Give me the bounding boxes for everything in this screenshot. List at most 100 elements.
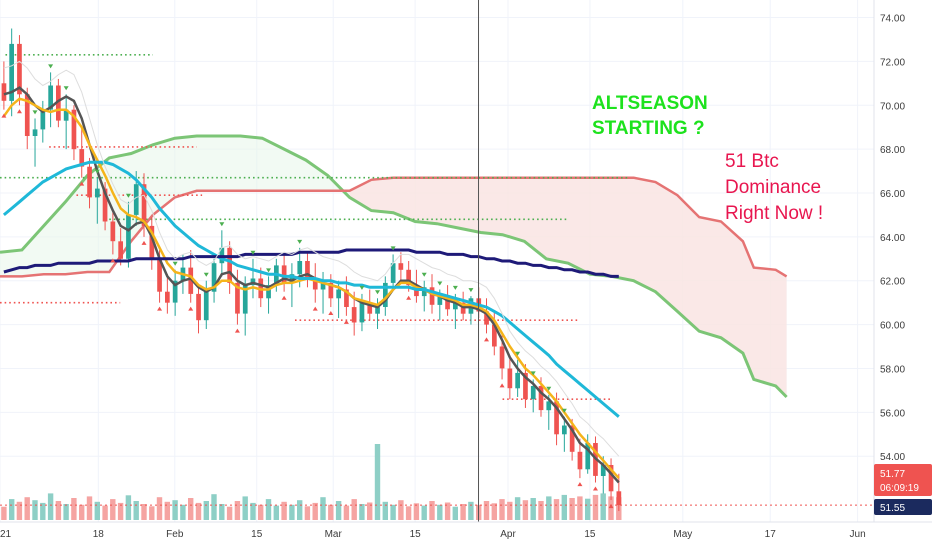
- volume-bar: [226, 506, 233, 520]
- line-ma-navy: [3, 248, 619, 278]
- x-tick-label: 15: [251, 529, 263, 540]
- candle-body: [126, 214, 131, 259]
- line-envelope: [3, 60, 620, 457]
- td-marker: [577, 482, 583, 487]
- volume-bar: [250, 502, 256, 520]
- candle-body: [281, 265, 287, 283]
- volume-bar: [297, 500, 303, 520]
- volume-bar: [211, 494, 217, 520]
- td-marker: [530, 371, 536, 376]
- volume-bar: [546, 496, 552, 520]
- volume-bar: [530, 498, 536, 520]
- candle-body: [297, 261, 303, 275]
- td-marker: [157, 306, 163, 311]
- candle-body: [569, 425, 575, 452]
- volume-bar: [117, 502, 124, 520]
- x-axis[interactable]: 2021 18 Feb 15 Mar 15 Apr 15 May 17 Jun: [0, 521, 932, 550]
- volume-bar: [608, 496, 614, 520]
- volume-bar: [452, 506, 458, 520]
- td-marker: [328, 311, 334, 316]
- volume-bar: [289, 504, 295, 520]
- candle-body: [546, 401, 552, 411]
- volume-bar: [86, 496, 93, 520]
- volume-bar: [32, 500, 38, 520]
- x-tick-label: May: [673, 529, 692, 540]
- td-marker: [452, 285, 458, 290]
- candle-body: [351, 307, 357, 323]
- volume-bar: [553, 499, 560, 520]
- td-marker: [234, 328, 240, 333]
- td-marker: [250, 250, 256, 255]
- y-tick-label: 64.00: [880, 233, 905, 244]
- x-tick-label: Feb: [166, 529, 184, 540]
- volume-bar: [413, 503, 420, 520]
- td-marker: [266, 268, 272, 273]
- candle-body: [79, 149, 85, 167]
- td-marker: [515, 351, 521, 356]
- line-ema-orange: [2, 97, 620, 479]
- td-marker: [172, 261, 178, 266]
- volume-bars: [1, 444, 622, 520]
- volume-bar: [24, 497, 30, 520]
- volume-bar: [522, 500, 529, 520]
- volume-bar: [304, 506, 311, 520]
- volume-bar: [335, 501, 342, 520]
- candle-body: [17, 43, 22, 95]
- candle-body: [429, 287, 435, 305]
- volume-bar: [328, 504, 334, 520]
- volume-bar: [390, 504, 396, 520]
- volume-bar: [514, 497, 521, 520]
- td-marker: [141, 240, 147, 245]
- volume-bar: [203, 501, 209, 520]
- volume-bar: [125, 495, 132, 520]
- y-tick-label: 54.00: [880, 452, 905, 463]
- cloud-fill-bear: [349, 177, 787, 397]
- candle-body: [235, 282, 240, 314]
- volume-bar: [156, 497, 163, 520]
- td-marker: [63, 86, 69, 91]
- annotation-red-line-1: 51 Btc: [725, 151, 779, 172]
- candle-body: [71, 109, 77, 150]
- candle-body: [242, 285, 248, 314]
- candle-body: [203, 291, 209, 321]
- volume-bar: [398, 500, 404, 520]
- td-marker: [125, 193, 131, 198]
- td-marker: [561, 408, 567, 413]
- td-marker: [16, 109, 22, 114]
- second-price-value: 51.55: [880, 503, 905, 514]
- candle-body: [336, 289, 341, 299]
- annotation-red-line-3: Right Now !: [725, 203, 823, 224]
- candle-body: [585, 443, 591, 470]
- volume-bar: [63, 504, 69, 520]
- line-wma-dark: [3, 86, 620, 484]
- td-marker: [406, 295, 412, 300]
- volume-bar: [242, 496, 248, 520]
- y-axis[interactable]: 74.00 72.00 70.00 68.00 66.00 64.00 62.00 60.00…: [873, 0, 932, 550]
- volume-bar: [507, 501, 513, 520]
- volume-bar: [569, 498, 575, 520]
- candle-body: [102, 188, 108, 222]
- volume-bar: [40, 502, 46, 520]
- candle-body: [406, 269, 411, 286]
- candle-body: [320, 282, 326, 290]
- volume-bar: [47, 493, 54, 520]
- candle-body: [608, 465, 614, 492]
- volume-bar: [491, 503, 497, 520]
- x-tick-label: 15: [410, 529, 422, 540]
- td-marker: [608, 504, 614, 509]
- volume-bar: [320, 497, 326, 520]
- annotation-green-line-2: STARTING ?: [592, 118, 705, 139]
- td-marker: [219, 222, 225, 227]
- candle-body: [95, 188, 100, 198]
- volume-bar: [592, 494, 599, 520]
- candle-body: [227, 247, 232, 283]
- candle-body: [1, 83, 7, 101]
- td-marker: [281, 295, 287, 300]
- td-marker: [499, 383, 505, 388]
- candle-body: [149, 225, 155, 259]
- volume-bar: [585, 498, 591, 520]
- volume-bar: [312, 502, 318, 520]
- candle-body: [118, 241, 123, 259]
- volume-bar: [468, 501, 474, 520]
